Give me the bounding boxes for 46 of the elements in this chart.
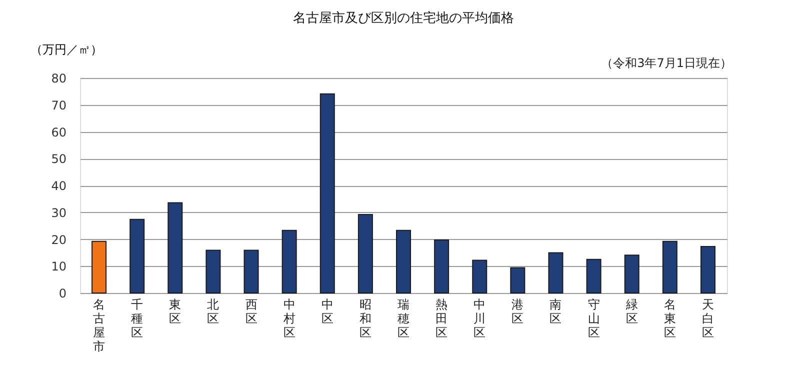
x-tick-label: 名古屋市 bbox=[93, 298, 106, 354]
y-tick-label: 60 bbox=[51, 125, 66, 140]
bar bbox=[92, 240, 107, 294]
bar bbox=[282, 230, 297, 294]
bar bbox=[168, 202, 183, 294]
bar bbox=[662, 240, 678, 294]
chart-title: 名古屋市及び区別の住宅地の平均価格 bbox=[293, 10, 514, 26]
x-tick-label: 瑞穂区 bbox=[398, 298, 410, 340]
y-tick-label: 30 bbox=[51, 206, 66, 220]
x-tick-label: 西区 bbox=[245, 298, 258, 326]
bar bbox=[624, 254, 640, 294]
x-tick-label: 東区 bbox=[169, 298, 182, 326]
y-tick-label: 70 bbox=[51, 98, 66, 112]
y-axis-title: （万円／㎡） bbox=[30, 42, 102, 56]
x-tick-label: 緑区 bbox=[624, 298, 638, 326]
bar bbox=[548, 252, 564, 294]
text: （令和3年7月1日現在） bbox=[601, 56, 732, 70]
bar bbox=[586, 258, 602, 294]
bar bbox=[320, 93, 335, 294]
y-tick-label: 10 bbox=[51, 260, 66, 274]
bar bbox=[472, 260, 488, 294]
x-tick-label: 南区 bbox=[550, 298, 562, 326]
x-tick-label: 中川区 bbox=[474, 298, 486, 340]
x-tick-label: 守山区 bbox=[588, 298, 600, 340]
x-tick-label: 北区 bbox=[207, 298, 220, 326]
bar bbox=[396, 230, 411, 294]
bar bbox=[206, 250, 221, 294]
x-tick-label: 中村区 bbox=[282, 298, 296, 340]
bar bbox=[510, 267, 526, 294]
y-tick-label: 40 bbox=[51, 179, 66, 193]
y-tick-label: 20 bbox=[51, 232, 66, 247]
x-tick-label: 港区 bbox=[512, 298, 524, 326]
y-tick-label: 0 bbox=[58, 286, 66, 300]
bar bbox=[358, 214, 373, 294]
y-tick-label: 50 bbox=[51, 152, 66, 166]
y-tick-label: 80 bbox=[51, 72, 66, 86]
x-tick-label: 熱田区 bbox=[436, 298, 448, 340]
bar bbox=[130, 218, 145, 294]
x-tick-label: 千種区 bbox=[131, 298, 144, 340]
bar bbox=[434, 240, 450, 294]
x-tick-label: 中区 bbox=[321, 298, 334, 326]
x-tick-label: 昭和区 bbox=[359, 298, 372, 340]
bar bbox=[700, 246, 716, 294]
x-tick-label: 名東区 bbox=[664, 298, 676, 340]
x-tick-label: 天白区 bbox=[702, 298, 714, 340]
bar bbox=[244, 250, 259, 294]
